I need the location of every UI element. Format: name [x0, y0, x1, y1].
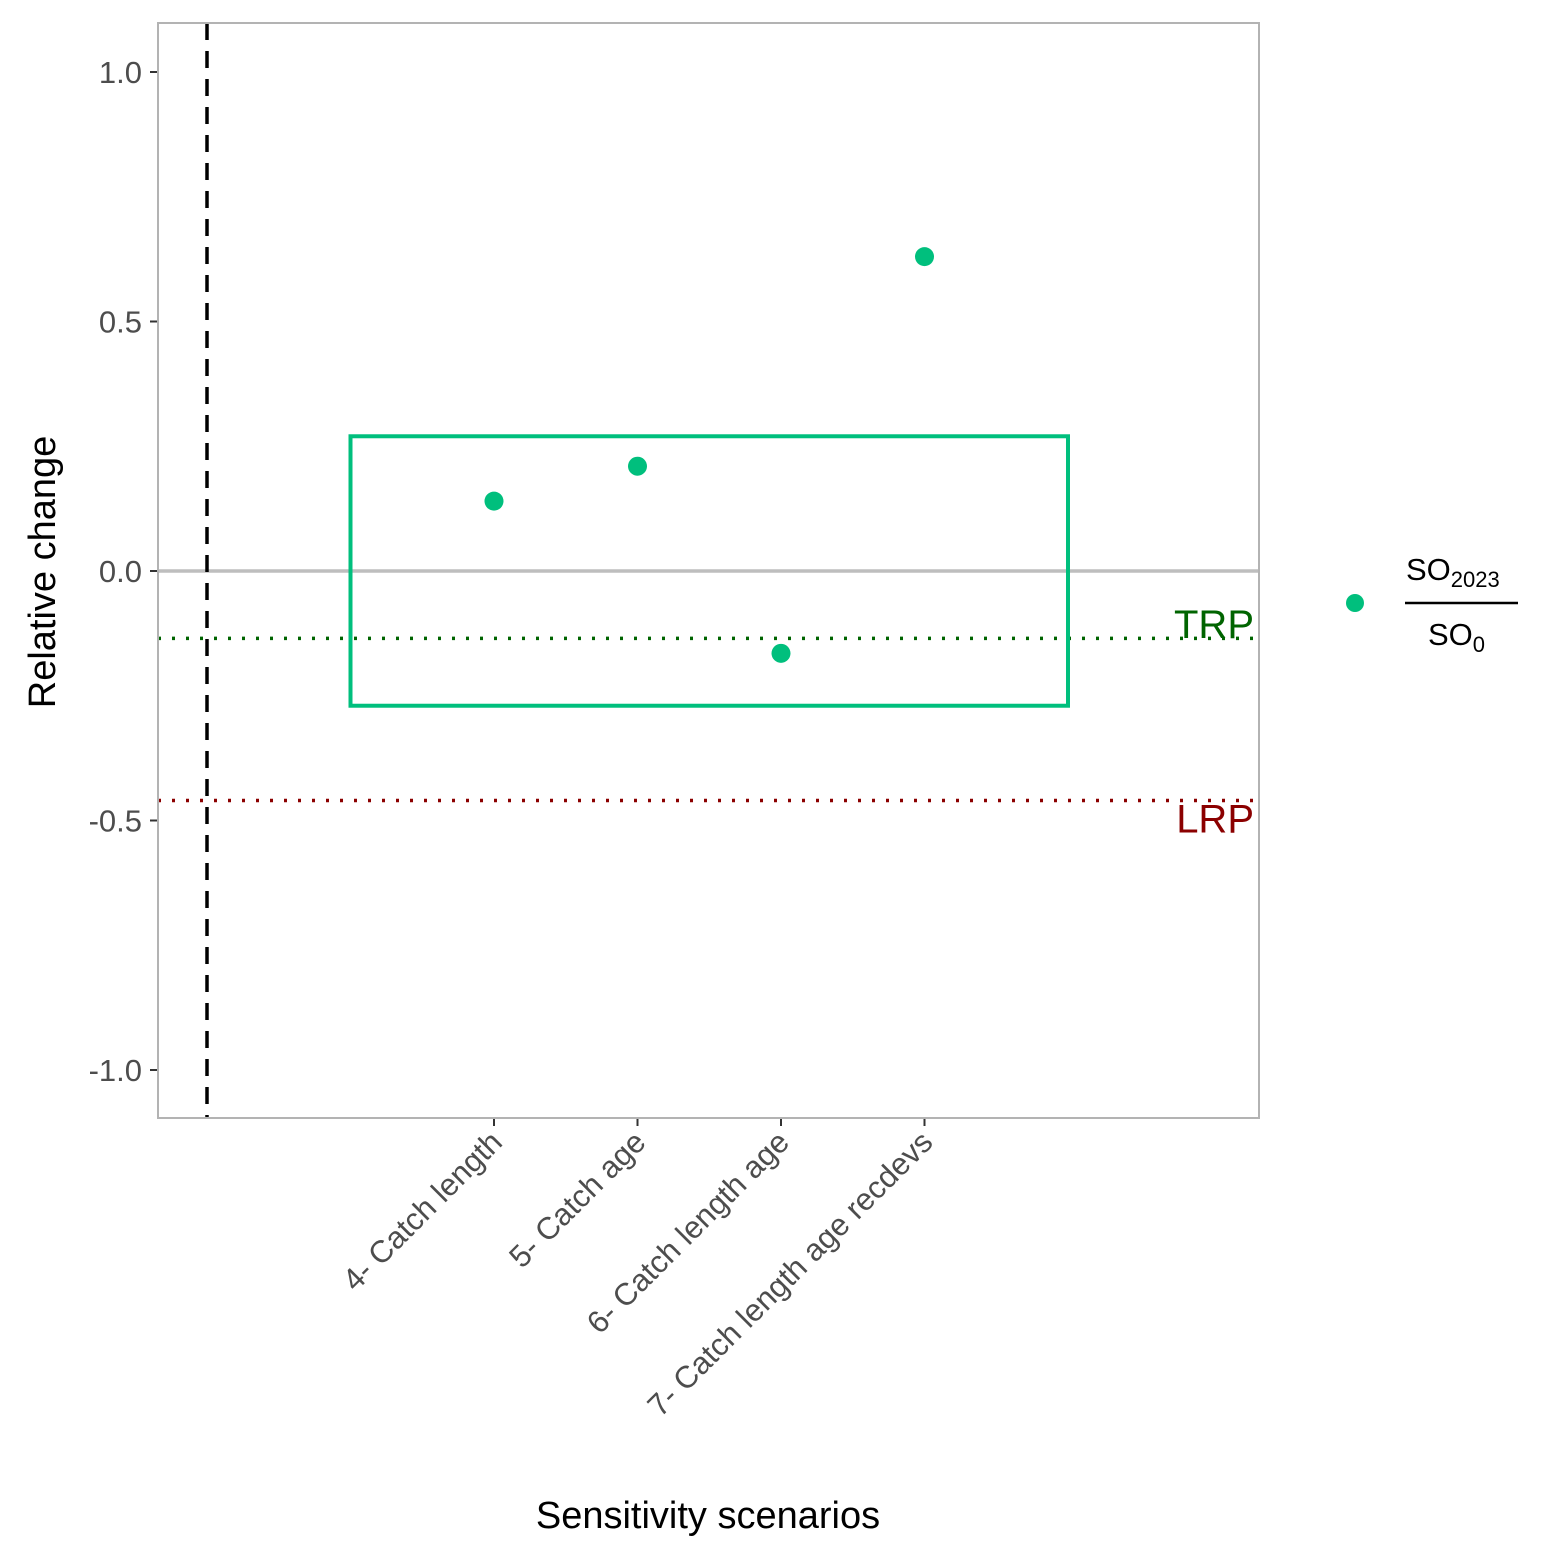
lrp-label: LRP	[1176, 798, 1254, 842]
data-point	[771, 643, 791, 663]
plot-marks: TRP LRP 1.0 0.5 0.0 -0.5 -1.0 4- Catch length5-…	[89, 23, 1259, 1423]
legend-numerator: SO2023	[1406, 552, 1500, 592]
data-point	[628, 456, 647, 476]
x-tick-label: 4- Catch length	[336, 1124, 509, 1297]
y-tick-label: 0.0	[99, 554, 142, 589]
x-axis-title: Sensitivity scenarios	[536, 1495, 880, 1537]
x-tick-label: 7- Catch length age recdevs	[641, 1124, 940, 1423]
legend-denominator-text: SO	[1428, 617, 1473, 652]
legend-numerator-subscript: 2023	[1451, 567, 1500, 592]
y-tick-label: -0.5	[89, 804, 142, 839]
legend-denominator: SO0	[1428, 617, 1485, 657]
data-point	[484, 491, 504, 511]
x-tick-label: 5- Catch age	[502, 1124, 652, 1274]
y-axis-title: Relative change	[22, 436, 64, 709]
legend-marker	[1346, 594, 1364, 612]
data-point	[915, 247, 934, 267]
legend-numerator-text: SO	[1406, 552, 1451, 587]
y-tick-label: 1.0	[99, 55, 142, 90]
y-tick-label: 0.5	[99, 305, 142, 340]
plot-panel-border	[157, 22, 1260, 1119]
range-box	[348, 434, 1070, 708]
y-tick-label: -1.0	[89, 1053, 142, 1088]
legend: SO2023 SO0	[1346, 552, 1518, 657]
trp-label: TRP	[1174, 603, 1254, 647]
legend-denominator-subscript: 0	[1473, 632, 1485, 657]
